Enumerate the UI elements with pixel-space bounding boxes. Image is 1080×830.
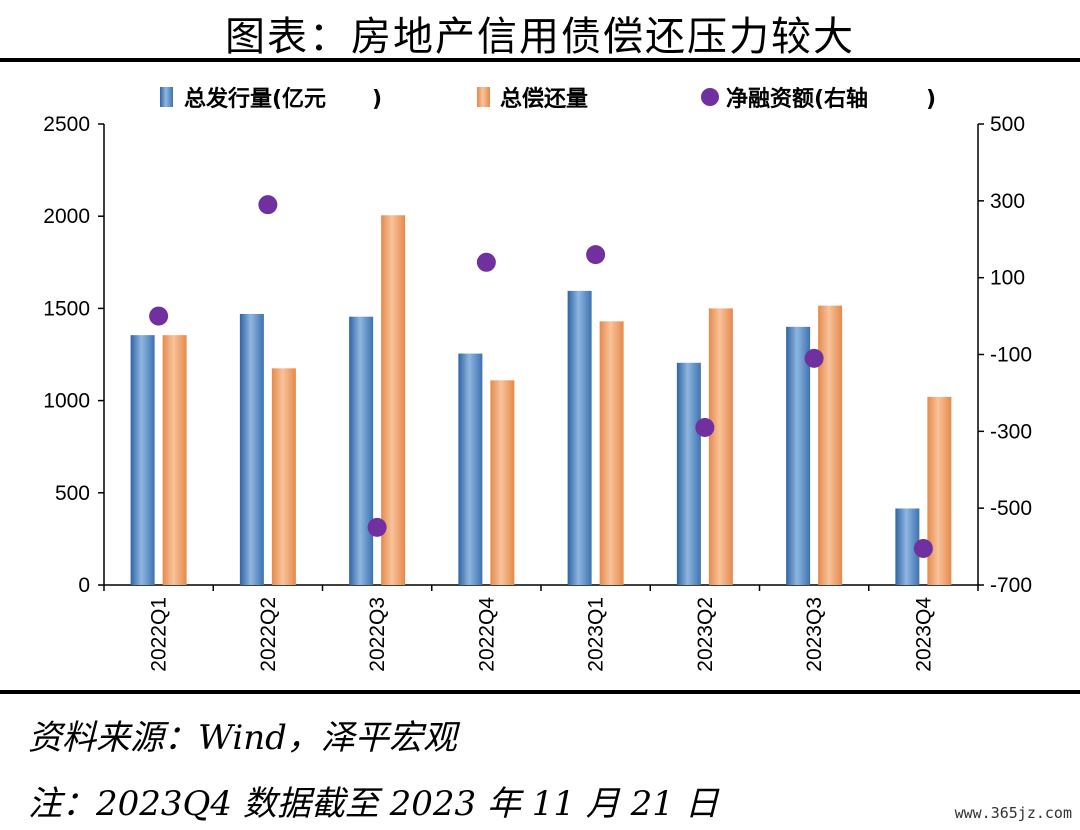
- bar-repayment: [271, 368, 296, 585]
- right-tick-label: -300: [990, 420, 1032, 443]
- right-tick-label: -500: [990, 497, 1032, 520]
- point-net-financing: [367, 517, 387, 537]
- right-tick-label: -100: [990, 344, 1032, 367]
- legend-marker-net: [701, 88, 719, 106]
- point-net-financing: [476, 252, 496, 272]
- left-tick-label: 500: [55, 482, 90, 505]
- left-axis-ticks: 0 500 1000 1500 2000 2500: [43, 113, 104, 597]
- right-tick-label: 500: [990, 113, 1025, 136]
- bar-repayment: [490, 380, 515, 585]
- watermark: www.365jz.com: [954, 804, 1072, 822]
- point-net-financing: [913, 539, 933, 559]
- point-net-financing: [258, 195, 278, 215]
- left-tick-label: 1500: [43, 297, 90, 320]
- x-tick-label: 2023Q2: [694, 597, 717, 672]
- right-tick-label: -700: [990, 574, 1032, 597]
- x-tick-label: 2023Q1: [585, 597, 608, 672]
- page-title: 图表：房地产信用债偿还压力较大: [225, 14, 855, 60]
- bar-issuance: [130, 335, 155, 585]
- bar-repayment: [818, 305, 843, 585]
- x-tick-label: 2022Q3: [366, 597, 389, 672]
- legend-label-net-paren: ): [926, 87, 936, 112]
- bar-issuance: [786, 326, 811, 585]
- right-axis-ticks: -700 -500 -300 -100 100 300 500: [978, 113, 1032, 597]
- source-note: 资料来源：Wind，泽平宏观: [28, 718, 457, 758]
- bar-issuance: [676, 362, 701, 585]
- point-net-financing: [149, 306, 169, 326]
- legend: 总发行量(亿元 ) 总偿还量 净融资额(右轴 ): [160, 86, 936, 112]
- bar-repayment: [162, 335, 187, 585]
- x-tick-label: 2022Q1: [148, 597, 171, 672]
- series-issuance: [130, 290, 920, 585]
- x-tick-label: 2023Q3: [803, 597, 826, 672]
- left-tick-label: 2500: [43, 113, 90, 136]
- legend-swatch-issuance: [160, 87, 173, 107]
- point-net-financing: [804, 348, 824, 368]
- point-net-financing: [586, 245, 606, 265]
- top-divider: [0, 58, 1080, 62]
- left-tick-label: 1000: [43, 390, 90, 413]
- footnote: 注：2023Q4 数据截至 2023 年 11 月 21 日: [28, 784, 719, 824]
- legend-label-repayment: 总偿还量: [500, 86, 588, 112]
- legend-label-issuance-paren: ): [372, 87, 382, 112]
- bar-issuance: [349, 316, 374, 585]
- legend-swatch-repayment: [477, 87, 490, 107]
- right-tick-label: 300: [990, 190, 1025, 213]
- left-tick-label: 2000: [43, 205, 90, 228]
- x-axis-ticks: 2022Q1 2022Q2 2022Q3 2022Q4 2023Q1 2023Q2 2023…: [103, 585, 979, 672]
- right-tick-label: 100: [990, 267, 1025, 290]
- point-net-financing: [695, 417, 715, 437]
- series-net-financing: [149, 195, 933, 559]
- legend-label-net: 净融资额(右轴: [726, 86, 868, 112]
- x-tick-label: 2023Q4: [912, 597, 935, 672]
- legend-label-issuance: 总发行量(亿元: [184, 86, 326, 112]
- left-tick-label: 0: [78, 574, 90, 597]
- bar-repayment: [599, 321, 624, 585]
- x-tick-label: 2022Q4: [475, 597, 498, 672]
- bottom-divider: [0, 690, 1080, 694]
- bar-repayment: [927, 396, 952, 585]
- bar-issuance: [458, 353, 483, 585]
- x-tick-label: 2022Q2: [257, 597, 280, 672]
- bar-issuance: [567, 290, 592, 585]
- bar-issuance: [239, 313, 264, 585]
- series-repayment: [162, 215, 952, 585]
- bar-repayment: [708, 308, 733, 585]
- chart: 总发行量(亿元 ) 总偿还量 净融资额(右轴 ) 0 500 1000 1500 200…: [43, 86, 1032, 672]
